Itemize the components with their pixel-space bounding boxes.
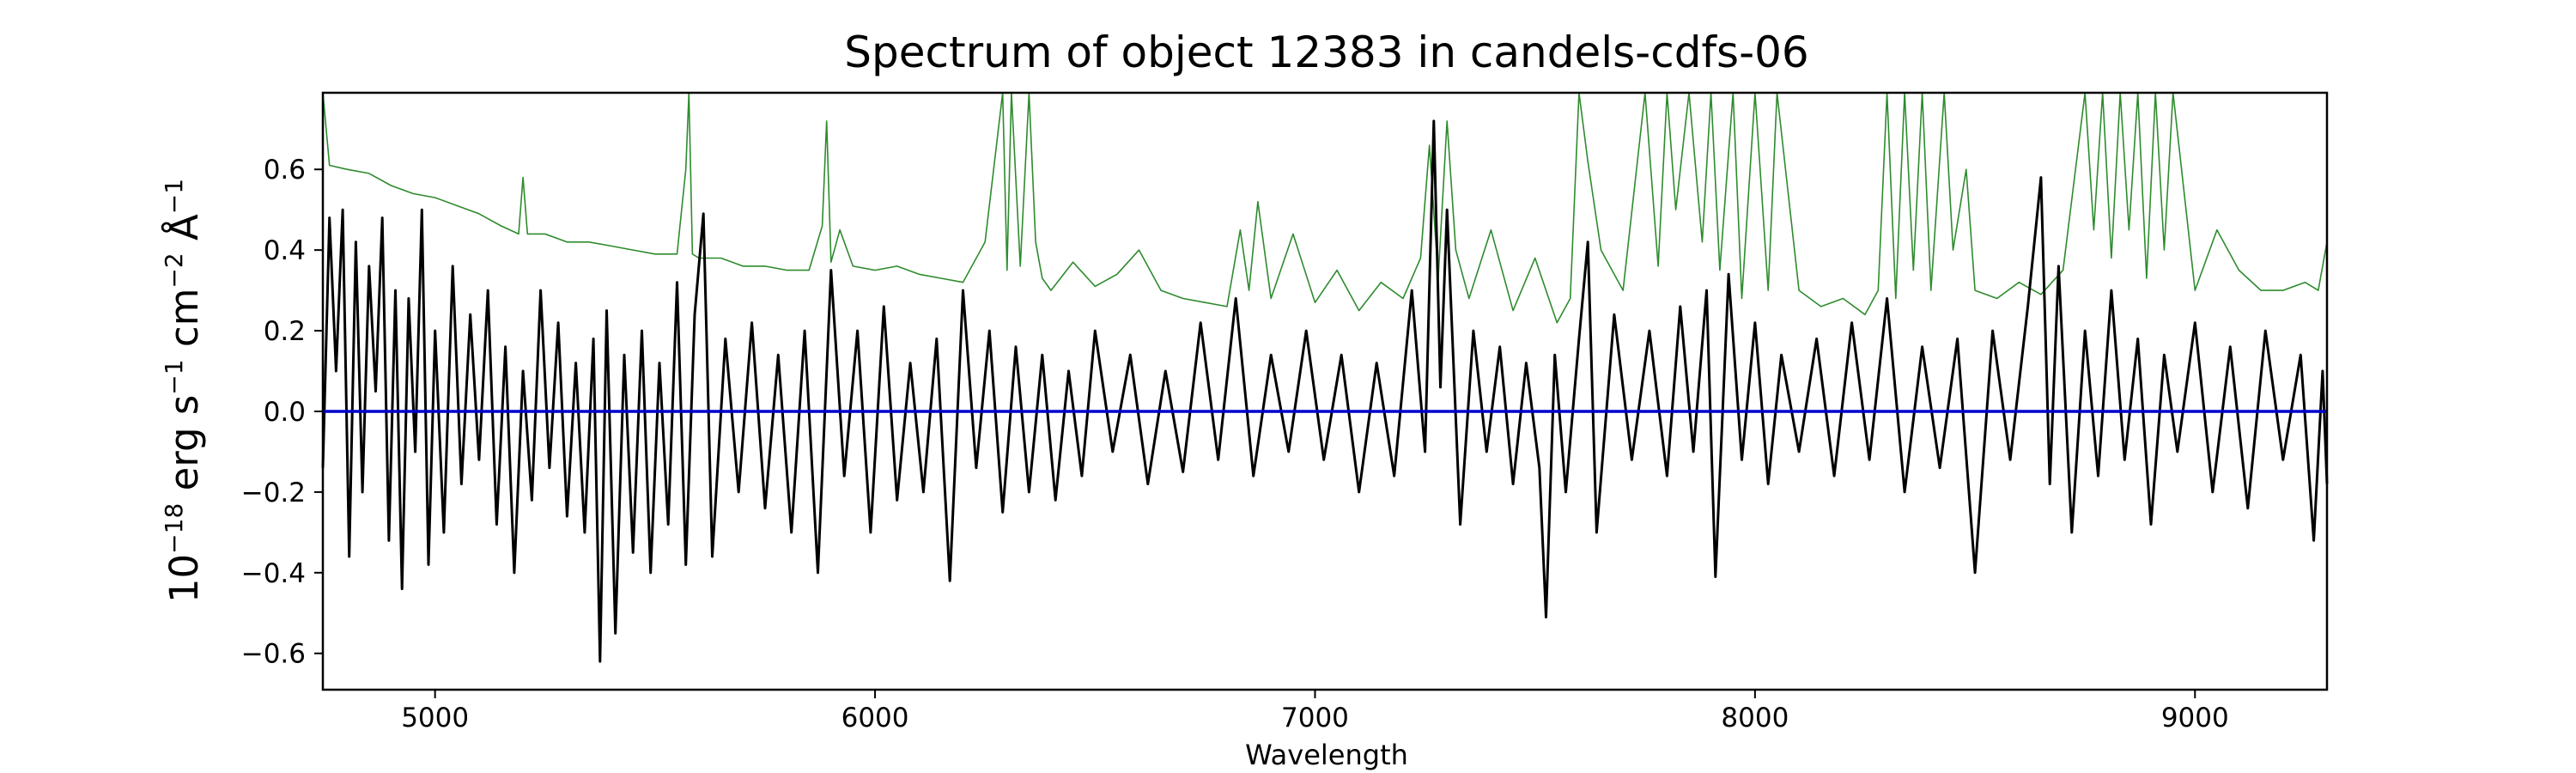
y-tick-label: −0.4 bbox=[241, 558, 306, 589]
series-line-flux bbox=[321, 119, 2329, 663]
x-tick-label: 8000 bbox=[1721, 703, 1789, 733]
y-tick-label: −0.2 bbox=[241, 478, 306, 508]
x-tick-label: 9000 bbox=[2161, 703, 2229, 733]
x-axis: 5000 6000 7000 8000 9000 bbox=[401, 690, 2229, 733]
y-tick-label: 0.6 bbox=[264, 155, 306, 186]
y-axis: 0.6 0.4 0.2 0.0 −0.2 −0.4 −0.6 bbox=[241, 155, 323, 670]
y-tick-label: −0.6 bbox=[241, 639, 306, 670]
y-tick-label: 0.4 bbox=[264, 235, 306, 266]
x-tick-label: 7000 bbox=[1281, 703, 1349, 733]
plot-frame bbox=[321, 91, 2329, 691]
x-tick-label: 5000 bbox=[401, 703, 469, 733]
x-axis-label: Wavelength bbox=[1245, 739, 1408, 771]
y-tick-label: 0.0 bbox=[264, 397, 306, 428]
y-tick-label: 0.2 bbox=[264, 316, 306, 347]
chart-title: Spectrum of object 12383 in candels-cdfs… bbox=[844, 27, 1809, 77]
x-tick-label: 6000 bbox=[841, 703, 909, 733]
plot-series bbox=[321, 92, 2329, 663]
y-axis-label: 10−18 erg s−1 cm−2 Å−1 bbox=[160, 179, 207, 603]
series-line-error bbox=[322, 92, 2328, 324]
